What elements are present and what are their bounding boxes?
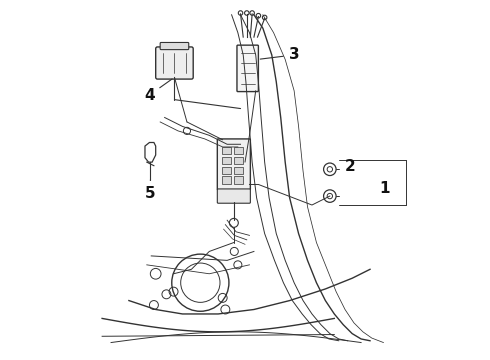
FancyBboxPatch shape <box>160 42 189 50</box>
Bar <box>222 157 231 164</box>
Bar <box>234 167 243 174</box>
Text: 5: 5 <box>145 180 156 201</box>
Text: 1: 1 <box>379 181 390 197</box>
FancyBboxPatch shape <box>218 139 250 190</box>
Bar <box>234 157 243 164</box>
Bar <box>222 167 231 174</box>
FancyBboxPatch shape <box>237 45 258 91</box>
Bar <box>222 176 231 184</box>
Text: 4: 4 <box>144 79 172 103</box>
FancyBboxPatch shape <box>218 189 250 203</box>
FancyBboxPatch shape <box>156 47 193 79</box>
Text: 3: 3 <box>260 48 299 62</box>
Text: 2: 2 <box>345 159 356 174</box>
Bar <box>234 176 243 184</box>
Bar <box>234 147 243 154</box>
Bar <box>222 147 231 154</box>
